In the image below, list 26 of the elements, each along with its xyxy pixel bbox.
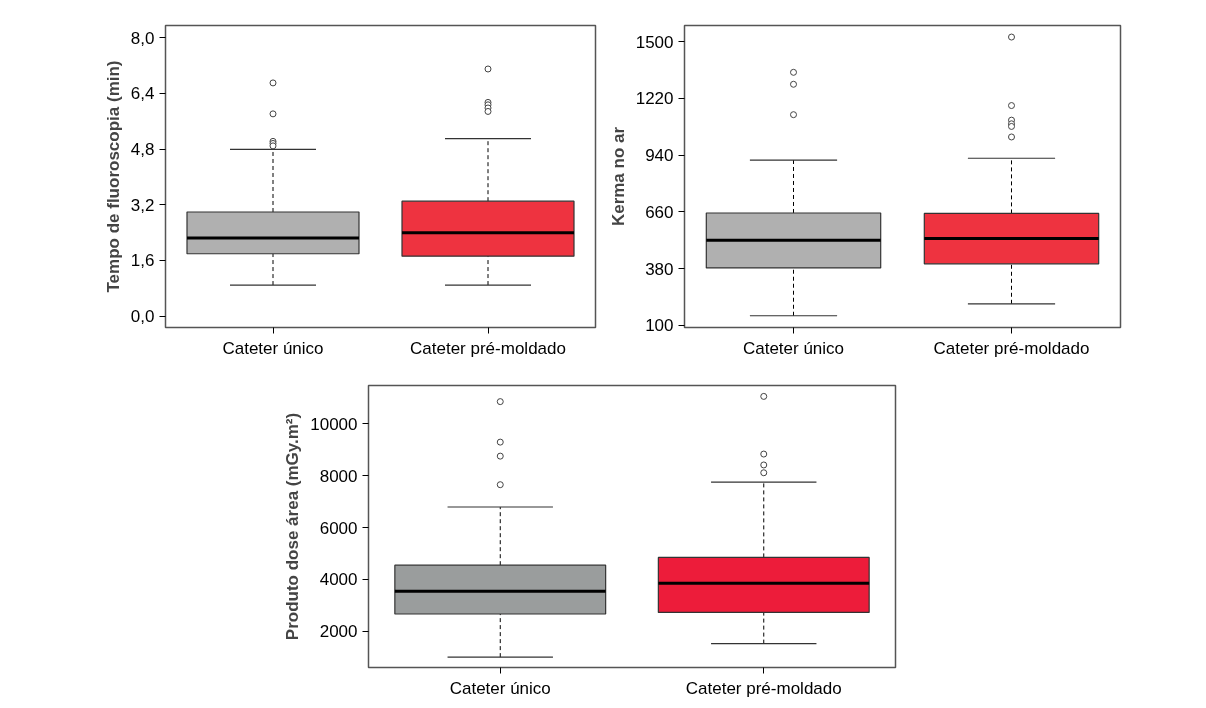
y-tick-label: 100 [645, 316, 674, 336]
y-tick-label: 6000 [319, 518, 358, 538]
x-tick-label: Cateter pré-moldado [685, 678, 842, 698]
y-tick-label: 3,2 [130, 195, 155, 215]
y-tick-label: 4000 [319, 570, 358, 590]
y-axis-title: Tempo de fluoroscopia (min) [103, 60, 123, 293]
y-axis-title: Kerma no ar [608, 126, 628, 227]
y-tick-label: 380 [645, 259, 674, 279]
y-tick-label: 8000 [319, 466, 358, 486]
y-tick-label: 1220 [635, 89, 674, 109]
x-tick-label: Cateter pré-moldado [933, 338, 1090, 358]
y-tick-label: 940 [645, 146, 674, 166]
y-tick-label: 6,4 [130, 84, 155, 104]
y-tick-label: 8,0 [130, 28, 155, 48]
y-tick-label: 10000 [310, 414, 358, 434]
y-tick-label: 1,6 [130, 251, 155, 271]
y-tick-label: 0,0 [130, 307, 155, 327]
x-tick-label: Cateter único [222, 338, 324, 358]
y-tick-label: 660 [645, 202, 674, 222]
y-axis-title: Produto dose área (mGy.m²) [283, 412, 303, 641]
x-tick-label: Cateter pré-moldado [410, 338, 566, 358]
y-tick-label: 2000 [319, 622, 358, 642]
y-tick-label: 4,8 [130, 140, 155, 160]
x-tick-label: Cateter único [742, 338, 845, 358]
y-tick-label: 1500 [635, 32, 674, 52]
x-tick-label: Cateter único [449, 678, 551, 698]
